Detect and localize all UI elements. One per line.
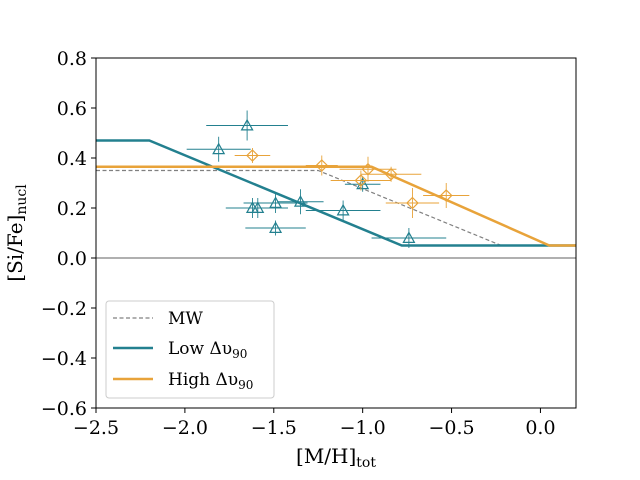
x-tick-label: 0.0 [525,417,555,439]
high_pts-point [385,188,440,218]
series-line-high [96,165,576,247]
legend-label-mw: MW [168,309,203,329]
high_pts-point [305,155,338,176]
x-axis: −2.5 −2.0 −1.5 −1.0 −0.5 0.0 [73,408,556,439]
y-tick-label: 0.8 [57,48,87,70]
y-axis: −0.6 −0.4 −0.2 0.0 0.2 0.4 0.6 0.8 [41,48,96,420]
triangle-marker [293,195,307,207]
triangle-marker [336,203,350,216]
x-axis-label-sub: tot [356,455,376,471]
triangle-marker [356,177,370,190]
legend-label-low-sub: 90 [232,347,247,361]
x-tick-label: −1.0 [340,417,386,439]
legend-label-mw-text: MW [168,309,203,329]
y-axis-label-main: [Si/Fe] [3,215,27,282]
x-tick-label: −2.0 [162,417,208,439]
data-points [186,110,470,248]
low_pts-point [277,189,324,215]
y-tick-label: −0.4 [41,348,87,370]
diamond-marker [315,159,329,172]
x-axis-label-main: [M/H] [296,444,356,468]
triangle-marker [269,221,283,233]
diamond-marker [384,167,398,181]
legend-label-high: High Δυ90 [168,370,253,392]
y-tick-label: 0.4 [57,148,87,170]
legend-label-high-text: High Δυ [168,370,238,390]
triangle-marker [212,142,226,155]
high_pts-point [339,156,397,182]
y-tick-label: 0.0 [57,248,87,270]
diamond-marker [246,149,259,162]
x-tick-label: −2.5 [73,417,119,439]
high_pts-point [423,183,470,208]
low_pts-point [245,220,306,236]
diamond-marker [406,196,419,210]
triangle-marker [240,118,254,131]
low_pts-point [206,110,288,141]
diamond-marker [361,162,375,176]
y-tick-label: 0.6 [57,98,87,120]
y-tick-label: 0.2 [57,198,87,220]
x-tick-label: −0.5 [428,417,474,439]
low_pts-point [371,228,447,248]
y-axis-label-sub: nucl [14,184,30,215]
series-line-mw [96,169,502,247]
diamond-marker [439,189,453,202]
x-tick-label: −1.5 [251,417,297,439]
plot-frame [95,57,577,409]
y-tick-label: −0.2 [41,298,87,320]
legend: MW Low Δυ90 High Δυ90 [105,300,275,399]
legend-label-low: Low Δυ90 [168,339,247,361]
triangle-marker [269,196,283,208]
low_pts-point [305,200,381,221]
legend-label-high-sub: 90 [238,378,253,392]
high_pts-point [234,148,271,163]
triangle-marker [251,201,265,213]
y-tick-label: −0.6 [41,398,87,420]
high_pts-point [360,166,422,182]
x-axis-label: [M/H]tot [296,444,376,471]
diamond-marker [354,174,368,187]
low_pts-point [186,136,251,162]
legend-box [105,300,275,399]
y-axis-label: [Si/Fe]nucl [3,184,30,282]
legend-label-low-text: Low Δυ [168,339,232,359]
triangle-marker [402,231,416,243]
